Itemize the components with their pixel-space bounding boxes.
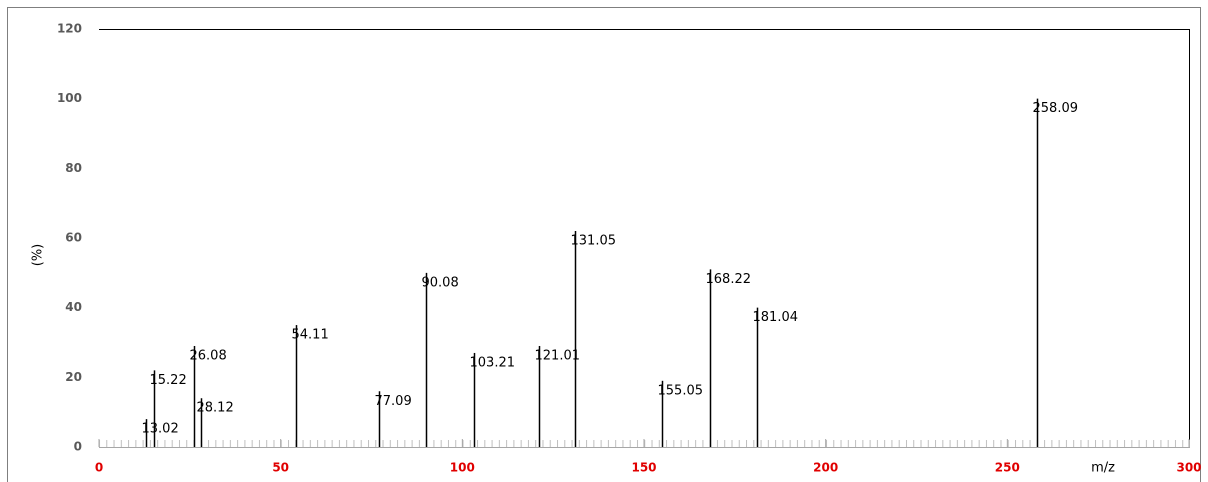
x-axis-label: m/z bbox=[1091, 461, 1115, 476]
x-tick-label: 50 bbox=[272, 461, 289, 475]
y-tick-label: 100 bbox=[57, 91, 82, 105]
peak-label: 28.12 bbox=[197, 401, 234, 416]
y-tick-label: 80 bbox=[65, 161, 82, 175]
peak-label: 13.02 bbox=[142, 422, 179, 437]
y-tick-label: 120 bbox=[57, 22, 82, 36]
x-tick-label: 250 bbox=[995, 461, 1020, 475]
plot-border bbox=[99, 29, 1190, 447]
y-axis-label: (%) bbox=[31, 244, 46, 267]
y-tick-label: 60 bbox=[65, 231, 82, 245]
y-tick-label: 0 bbox=[74, 440, 82, 454]
peak-label: 26.08 bbox=[190, 348, 227, 363]
peak-label: 155.05 bbox=[658, 383, 704, 398]
peak-label: 168.22 bbox=[706, 272, 752, 287]
peak-label: 90.08 bbox=[422, 275, 459, 290]
x-tick-label: 150 bbox=[631, 461, 656, 475]
peak-label: 121.01 bbox=[535, 348, 581, 363]
y-tick-label: 40 bbox=[65, 300, 82, 314]
x-tick-label: 300 bbox=[1176, 461, 1201, 475]
peak-label: 77.09 bbox=[375, 394, 412, 409]
peak-label: 258.09 bbox=[1033, 101, 1079, 116]
peak-label: 54.11 bbox=[292, 328, 329, 343]
frame bbox=[7, 7, 1201, 482]
peak-label: 131.05 bbox=[571, 234, 617, 249]
x-tick-label: 200 bbox=[813, 461, 838, 475]
peak-label: 15.22 bbox=[150, 373, 187, 388]
y-tick-label: 20 bbox=[65, 370, 82, 384]
peak-label: 181.04 bbox=[753, 310, 799, 325]
peak-label: 103.21 bbox=[470, 355, 516, 370]
x-tick-label: 100 bbox=[450, 461, 475, 475]
x-tick-label: 0 bbox=[95, 461, 103, 475]
